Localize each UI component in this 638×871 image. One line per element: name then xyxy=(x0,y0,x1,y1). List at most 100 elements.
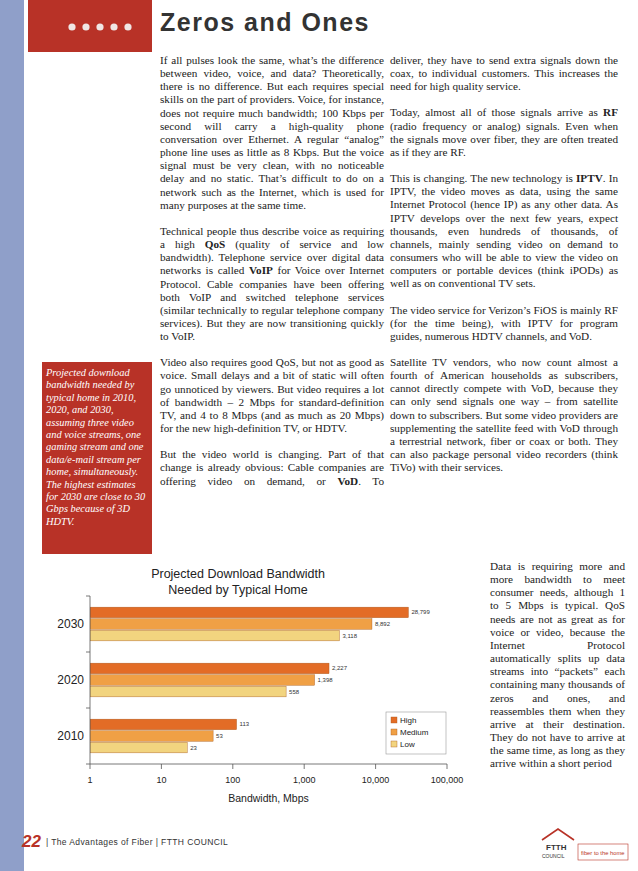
bar xyxy=(90,686,286,697)
bar xyxy=(90,663,329,674)
header-dots xyxy=(66,20,156,34)
text-run: If all pulses look the same, what’s the … xyxy=(160,54,384,211)
x-axis-label: Bandwidth, Mbps xyxy=(228,792,309,804)
bar xyxy=(90,630,339,641)
bold-term: QoS xyxy=(205,238,226,250)
x-tick xyxy=(232,764,233,769)
bar xyxy=(90,607,408,618)
data-label: 28,799 xyxy=(411,609,430,615)
dot xyxy=(68,23,75,30)
legend-label: High xyxy=(400,716,416,725)
x-tick-label: 10,000 xyxy=(362,775,390,785)
x-tick-label: 1 xyxy=(87,775,92,785)
text-column: If all pulses look the same, what’s the … xyxy=(160,54,384,501)
paragraph: The video service for Verizon’s FiOS is … xyxy=(390,304,618,343)
logo-roof xyxy=(542,829,574,840)
bars xyxy=(90,607,408,753)
text-run: Data is requiring more and more bandwidt… xyxy=(490,560,625,769)
bar xyxy=(90,731,213,742)
logo-frame xyxy=(578,844,628,860)
text-column: deliver, they have to send extra signals… xyxy=(390,54,618,487)
footer: 22 | The Advantages of Fiber | FTTH COUNC… xyxy=(22,832,228,852)
category-label: 2030 xyxy=(57,617,84,631)
y-axis xyxy=(90,596,91,764)
bar xyxy=(90,719,237,730)
paragraph: This is changing. The new technology is … xyxy=(390,172,618,290)
data-label: 2,227 xyxy=(332,665,348,671)
text-column: Data is requiring more and more bandwidt… xyxy=(490,560,625,784)
bold-term: VoIP xyxy=(249,264,273,276)
data-labels: 113 53 23 2,227 1,398 558 28,799 8,892 3,118 xyxy=(190,609,430,750)
header-block xyxy=(28,0,152,52)
data-label: 53 xyxy=(216,733,223,739)
x-tick xyxy=(161,764,162,769)
paragraph: Technical people thus describe voice as … xyxy=(160,225,384,343)
text-run: Satellite TV vendors, who now count almo… xyxy=(390,356,618,473)
bold-term: RF xyxy=(603,106,618,118)
legend-swatch xyxy=(391,717,397,723)
data-label: 113 xyxy=(240,721,250,727)
x-tick-label: 1,000 xyxy=(293,775,316,785)
footer-text: | The Advantages of Fiber | FTTH COUNCIL xyxy=(46,837,228,847)
category-tick xyxy=(86,596,90,597)
paragraph: Satellite TV vendors, who now count almo… xyxy=(390,356,618,474)
dot xyxy=(124,23,131,30)
text-run: The video service for Verizon’s FiOS is … xyxy=(390,304,618,342)
paragraph: Data is requiring more and more bandwidt… xyxy=(490,560,625,771)
x-tick xyxy=(90,764,91,769)
legend-box xyxy=(386,712,446,754)
data-label: 558 xyxy=(289,689,300,695)
text-run: deliver, they have to send extra signals… xyxy=(390,54,618,92)
text-run: (radio frequency or analog) signals. Eve… xyxy=(390,120,618,158)
category-label: 2010 xyxy=(57,729,84,743)
caption: Projected download bandwidth needed by t… xyxy=(42,362,152,528)
category-tick xyxy=(86,652,90,653)
x-tick-label: 100 xyxy=(225,775,240,785)
legend-label: Low xyxy=(400,740,415,749)
page-title: Zeros and Ones xyxy=(160,8,370,37)
dot xyxy=(96,23,103,30)
logo-name: FTTH xyxy=(546,843,567,852)
legend: High Medium Low xyxy=(386,712,446,754)
side-strip xyxy=(0,0,24,871)
text-run: This is changing. The new technology is xyxy=(390,172,576,184)
logo-tagline: fiber to the home xyxy=(581,850,625,856)
data-label: 23 xyxy=(190,745,197,751)
x-axis xyxy=(90,764,447,765)
legend-swatch xyxy=(391,741,397,747)
text-run: Today, almost all of those signals arriv… xyxy=(390,106,603,118)
category-tick xyxy=(86,764,90,765)
category-label: 2020 xyxy=(57,673,84,687)
bar xyxy=(90,675,315,686)
data-label: 3,118 xyxy=(342,633,357,639)
bar xyxy=(90,742,187,753)
paragraph: deliver, they have to send extra signals… xyxy=(390,54,618,93)
caption-box: Projected download bandwidth needed by t… xyxy=(42,362,152,554)
text-run: . To xyxy=(358,475,384,487)
dot xyxy=(82,23,89,30)
bold-term: VoD xyxy=(337,475,358,487)
bar xyxy=(90,619,372,630)
text-run: Video also requires good QoS, but not as… xyxy=(160,356,384,434)
paragraph: Today, almost all of those signals arriv… xyxy=(390,106,618,159)
x-tick-label: 100,000 xyxy=(431,775,464,785)
bold-term: IPTV xyxy=(576,172,603,184)
paragraph: If all pulses look the same, what’s the … xyxy=(160,54,384,212)
x-tick xyxy=(304,764,305,769)
x-tick xyxy=(447,764,448,769)
x-tick-label: 10 xyxy=(156,775,166,785)
category-tick xyxy=(86,708,90,709)
data-label: 1,398 xyxy=(318,677,334,683)
text-run: . In IPTV, the video moves as data, usin… xyxy=(390,172,618,289)
x-tick xyxy=(375,764,376,769)
legend-swatch xyxy=(391,729,397,735)
chart-title: Projected Download Bandwidth Needed by T… xyxy=(138,566,338,598)
paragraph: But the video world is changing. Part of… xyxy=(160,448,384,487)
logo: FTTHCOUNCIL fiber to the home xyxy=(538,824,630,864)
data-label: 8,892 xyxy=(375,621,391,627)
page-number: 22 xyxy=(22,832,41,851)
legend-label: Medium xyxy=(400,728,429,737)
logo-sub: COUNCIL xyxy=(542,853,565,859)
dot xyxy=(110,23,117,30)
paragraph: Video also requires good QoS, but not as… xyxy=(160,356,384,435)
